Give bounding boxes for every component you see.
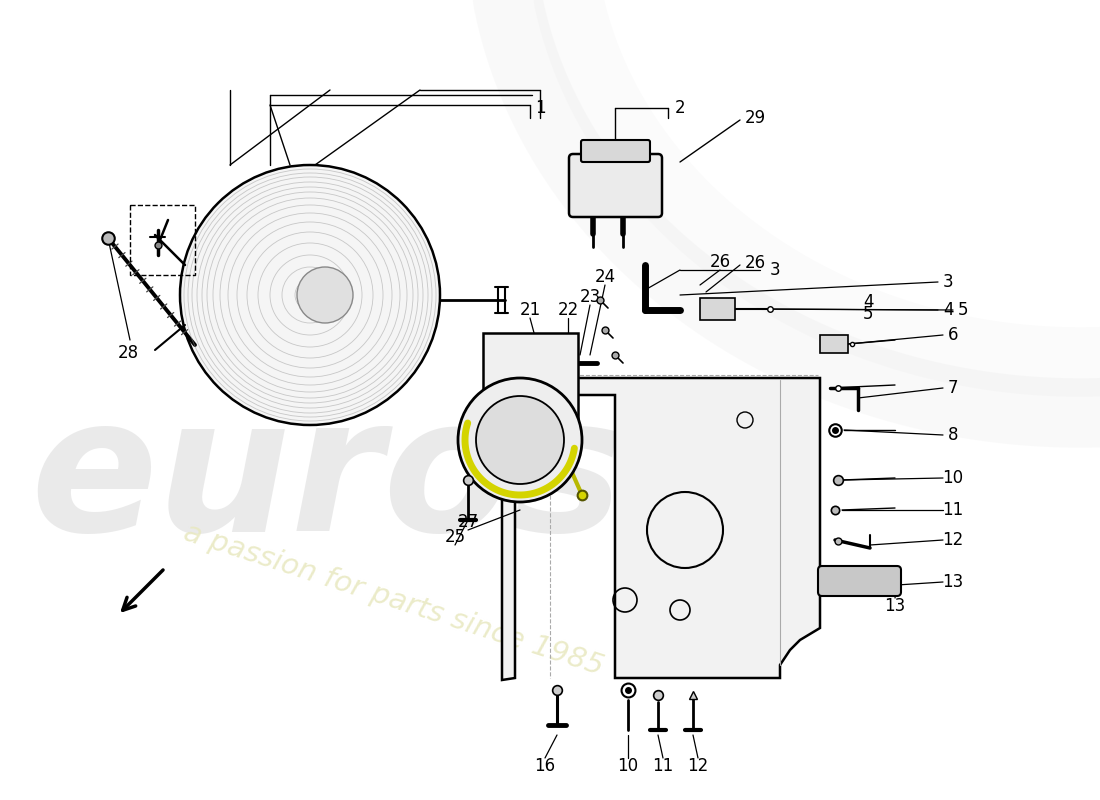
Text: 12: 12: [943, 531, 964, 549]
Text: 4: 4: [943, 301, 954, 319]
Bar: [820, 335, 848, 353]
Text: 4: 4: [862, 293, 873, 311]
Text: 22: 22: [558, 301, 579, 319]
Text: 1: 1: [535, 99, 546, 117]
Text: 28: 28: [118, 344, 139, 362]
Text: 2: 2: [674, 99, 685, 117]
FancyBboxPatch shape: [569, 154, 662, 217]
FancyBboxPatch shape: [483, 333, 578, 438]
Text: 10: 10: [943, 469, 964, 487]
FancyBboxPatch shape: [581, 140, 650, 162]
Text: euros: euros: [30, 390, 624, 570]
Bar: [130, 205, 195, 275]
Text: 3: 3: [770, 261, 780, 279]
Text: 13: 13: [943, 573, 964, 591]
Bar: [700, 298, 735, 320]
Circle shape: [458, 378, 582, 502]
Text: 13: 13: [884, 597, 905, 615]
Text: 26: 26: [710, 253, 730, 271]
FancyBboxPatch shape: [818, 566, 901, 596]
Text: 11: 11: [943, 501, 964, 519]
Text: 21: 21: [519, 301, 540, 319]
Circle shape: [180, 165, 440, 425]
Text: 5: 5: [958, 301, 968, 319]
Text: 5: 5: [862, 305, 873, 323]
Circle shape: [476, 396, 564, 484]
Text: 16: 16: [535, 757, 556, 775]
Text: a passion for parts since 1985: a passion for parts since 1985: [180, 518, 607, 682]
Circle shape: [297, 267, 353, 323]
Text: 12: 12: [688, 757, 708, 775]
Text: 23: 23: [580, 288, 601, 306]
Text: 10: 10: [617, 757, 639, 775]
Text: 24: 24: [594, 268, 616, 286]
Polygon shape: [502, 355, 820, 680]
Text: 27: 27: [458, 513, 478, 531]
Text: 25: 25: [444, 528, 465, 546]
Text: 29: 29: [745, 109, 766, 127]
Text: 3: 3: [943, 273, 954, 291]
Text: 26: 26: [745, 254, 766, 272]
Text: 8: 8: [948, 426, 958, 444]
Text: 11: 11: [652, 757, 673, 775]
Text: 7: 7: [948, 379, 958, 397]
Text: 6: 6: [948, 326, 958, 344]
